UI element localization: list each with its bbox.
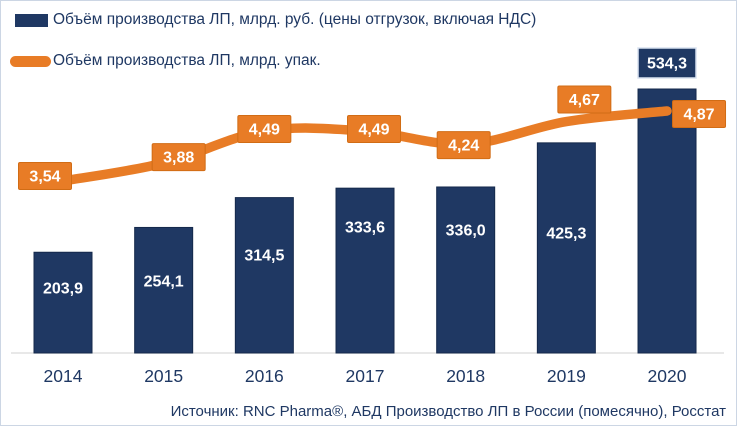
- line-label-box-2020: [672, 100, 727, 129]
- line-label-2020: 4,87: [683, 107, 714, 124]
- line-label-box-2018: [436, 131, 491, 160]
- bar-2019: [536, 142, 596, 354]
- line-label-box-2016: [237, 115, 292, 144]
- bar-2015: [134, 226, 194, 354]
- bar-2014: [33, 251, 93, 354]
- bar-label-2017: 333,6: [345, 220, 385, 237]
- line-label-box-2015: [151, 143, 206, 172]
- legend-item-line: Объём производства ЛП, млрд. упак.: [10, 52, 736, 70]
- line-label-2016: 4,49: [249, 122, 280, 139]
- bar-2016: [234, 197, 294, 354]
- bar-label-2020: 534,3: [647, 56, 687, 73]
- bar-2018: [436, 186, 496, 354]
- bar-label-2015: 254,1: [144, 274, 184, 291]
- year-label-2016: 2016: [245, 366, 284, 386]
- legend: Объём производства ЛП, млрд. руб. (цены …: [1, 1, 736, 70]
- year-label-2017: 2017: [346, 366, 385, 386]
- year-label-2015: 2015: [144, 366, 183, 386]
- year-label-2018: 2018: [446, 366, 485, 386]
- line-label-box-2019: [557, 85, 612, 114]
- line-label-2019: 4,67: [569, 92, 600, 109]
- line-label-box-2017: [347, 115, 402, 144]
- line-label-box-2014: [18, 162, 72, 190]
- bar-series-swatch-icon: [15, 13, 48, 27]
- line-label-2014: 3,54: [29, 169, 60, 186]
- line-label-2015: 3,88: [163, 150, 194, 167]
- year-label-2019: 2019: [547, 366, 586, 386]
- line-series-swatch-icon: [10, 55, 51, 67]
- line-label-2018: 4,24: [448, 138, 479, 155]
- bar-label-2014: 203,9: [43, 281, 83, 298]
- bar-label-2019: 425,3: [546, 226, 586, 243]
- legend-label-line: Объём производства ЛП, млрд. упак.: [53, 52, 321, 69]
- year-label-2014: 2014: [44, 366, 83, 386]
- bar-label-box-2020: [637, 47, 697, 79]
- legend-item-bars: Объём производства ЛП, млрд. руб. (цены …: [15, 11, 736, 29]
- source-footer: Источник: RNC Pharma®, АБД Производство …: [170, 403, 726, 420]
- legend-label-bars: Объём производства ЛП, млрд. руб. (цены …: [53, 11, 537, 28]
- line-label-2017: 4,49: [358, 122, 389, 139]
- year-label-2020: 2020: [648, 366, 687, 386]
- bar-label-2016: 314,5: [244, 248, 284, 265]
- bar-2020: [637, 88, 697, 354]
- bar-2017: [335, 187, 395, 354]
- bar-label-2018: 336,0: [446, 223, 486, 240]
